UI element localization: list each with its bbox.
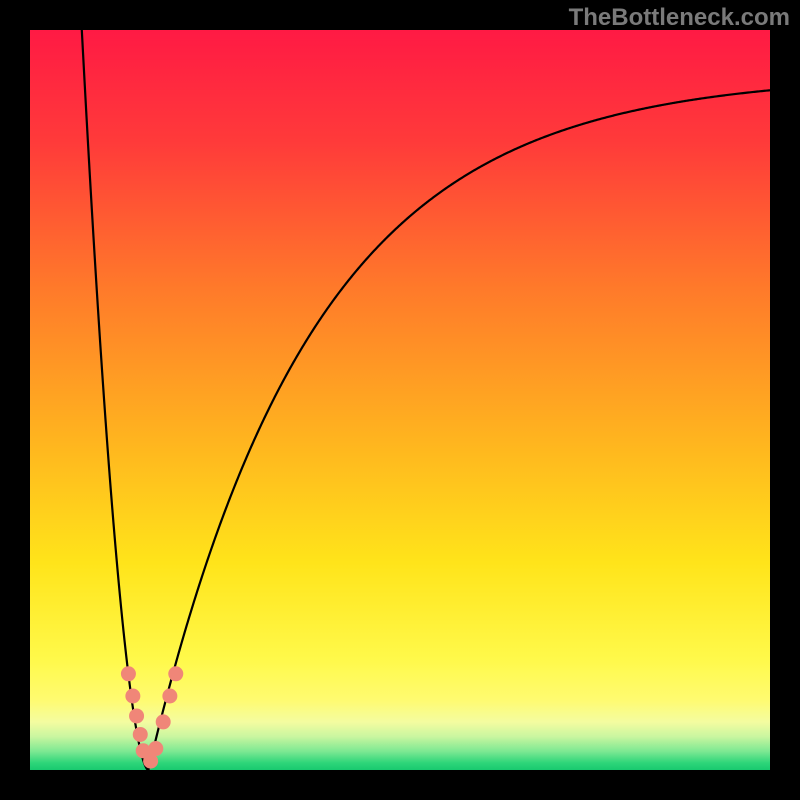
marker-point — [125, 689, 140, 704]
marker-point — [121, 666, 136, 681]
marker-point — [156, 714, 171, 729]
watermark-text: TheBottleneck.com — [569, 4, 790, 32]
marker-point — [168, 666, 183, 681]
marker-point — [162, 689, 177, 704]
chart-frame: TheBottleneck.com — [0, 0, 800, 800]
marker-point — [148, 741, 163, 756]
marker-point — [129, 708, 144, 723]
chart-canvas — [0, 0, 800, 800]
plot-background — [30, 30, 770, 770]
marker-point — [133, 727, 148, 742]
